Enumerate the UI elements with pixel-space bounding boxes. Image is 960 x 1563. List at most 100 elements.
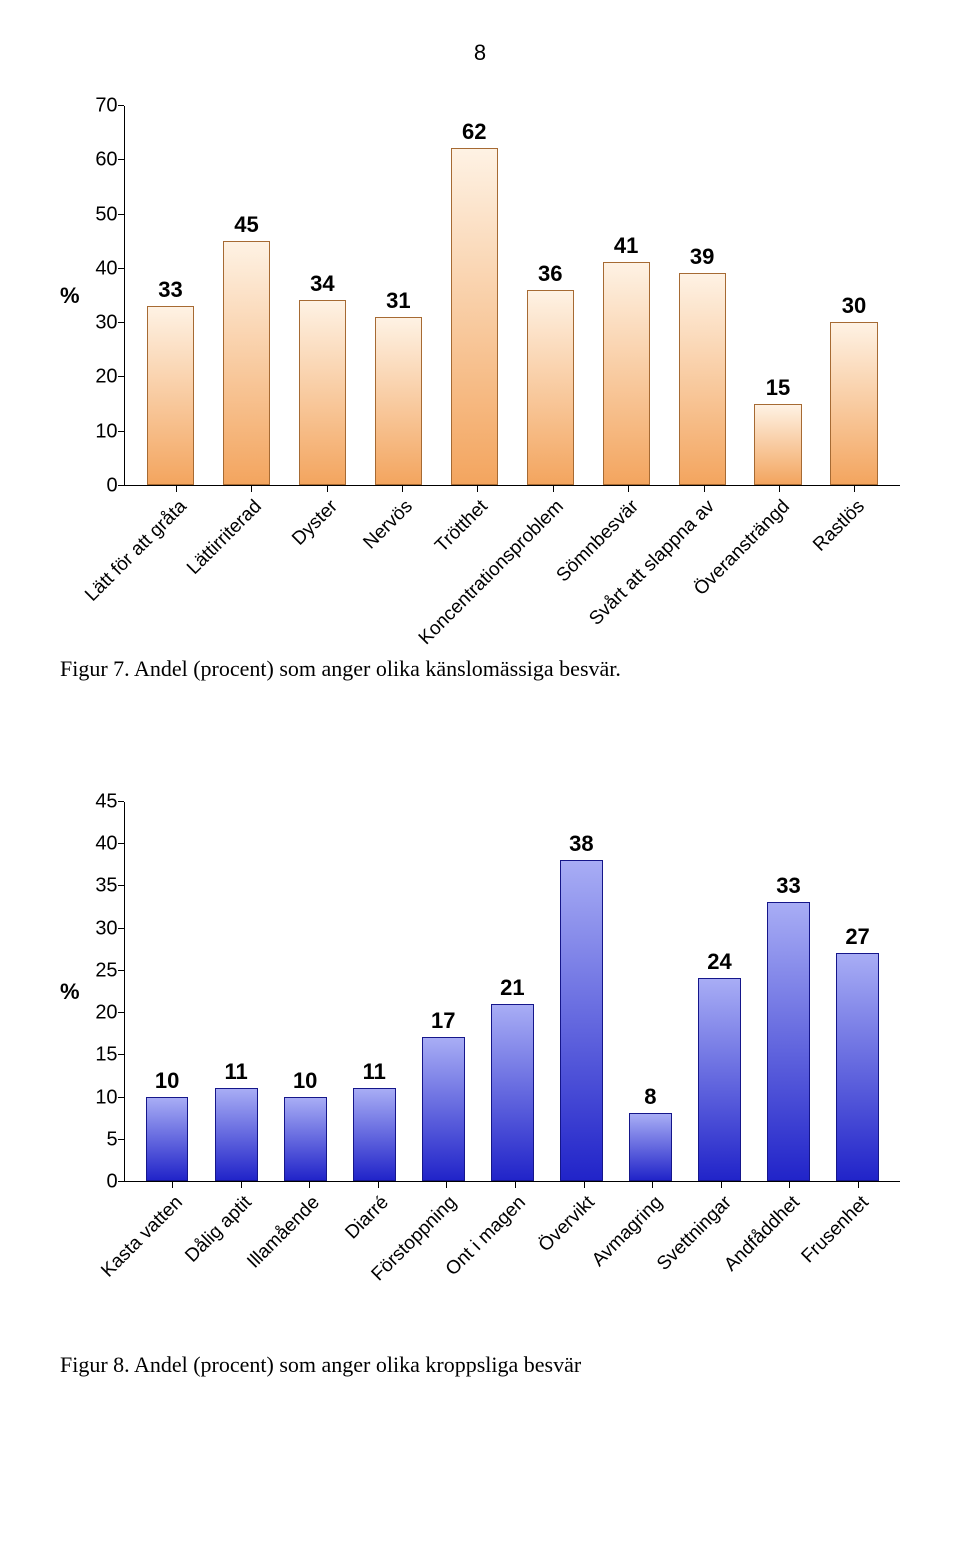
x-tick-mark	[402, 486, 403, 492]
x-tick-mark	[172, 1182, 173, 1188]
x-category-label: Trötthet	[432, 496, 493, 557]
x-category-label: Diarré	[341, 1192, 393, 1244]
bar-value-label: 45	[234, 212, 258, 238]
bar-value-label: 31	[386, 288, 410, 314]
bar	[603, 262, 650, 485]
x-tick-mark	[858, 1182, 859, 1188]
x-label-wrap: Rastlös	[817, 486, 892, 626]
y-tick-label: 30	[95, 917, 117, 940]
bar-wrap: 33	[133, 106, 209, 485]
bar	[299, 300, 346, 485]
bar	[629, 1113, 672, 1181]
x-tick-mark	[515, 1182, 516, 1188]
bar-value-label: 41	[614, 233, 638, 259]
bar	[422, 1037, 465, 1181]
bar	[451, 148, 498, 485]
bar-value-label: 30	[842, 293, 866, 319]
y-tick-label: 30	[95, 312, 117, 335]
bar	[836, 953, 879, 1181]
bar-wrap: 41	[588, 106, 664, 485]
bar-wrap: 45	[209, 106, 285, 485]
x-label-wrap: Frusenhet	[823, 1182, 892, 1322]
bar-wrap: 62	[436, 106, 512, 485]
y-tick-label: 10	[95, 420, 117, 443]
bar-value-label: 38	[569, 831, 593, 857]
bar-value-label: 33	[158, 277, 182, 303]
x-tick-mark	[327, 486, 328, 492]
bar	[767, 902, 810, 1181]
x-tick-mark	[704, 486, 705, 492]
y-tick-label: 0	[106, 475, 117, 498]
bar-value-label: 11	[225, 1059, 248, 1085]
x-tick-mark	[241, 1182, 242, 1188]
x-tick-mark	[779, 486, 780, 492]
y-tick-label: 60	[95, 149, 117, 172]
y-tick-label: 20	[95, 1002, 117, 1025]
bar-wrap: 17	[409, 802, 478, 1181]
chart2-x-labels: Kasta vattenDålig aptitIllamåendeDiarréF…	[130, 1182, 900, 1322]
x-category-label: Nervös	[359, 496, 417, 554]
x-tick-mark	[854, 486, 855, 492]
bar-value-label: 62	[462, 119, 486, 145]
chart2-y-label: %	[60, 802, 84, 1182]
bar	[698, 978, 741, 1181]
x-label-wrap: Illamående	[275, 1182, 344, 1322]
bar-wrap: 11	[202, 802, 271, 1181]
bar-wrap: 33	[754, 802, 823, 1181]
bar-value-label: 11	[363, 1059, 386, 1085]
bar	[679, 273, 726, 485]
bar	[491, 1004, 534, 1181]
bar-value-label: 39	[690, 244, 714, 270]
y-tick-label: 20	[95, 366, 117, 389]
chart1-bars: 33453431623641391530	[125, 106, 900, 485]
y-tick-label: 0	[106, 1171, 117, 1194]
x-tick-mark	[251, 486, 252, 492]
page: 8 % 010203040506070 33453431623641391530…	[0, 0, 960, 1418]
bar-wrap: 36	[512, 106, 588, 485]
chart1-caption: Figur 7. Andel (procent) som anger olika…	[60, 656, 900, 682]
x-category-label: Dyster	[288, 496, 342, 550]
x-tick-mark	[309, 1182, 310, 1188]
chart1-y-label: %	[60, 106, 84, 486]
x-tick-mark	[378, 1182, 379, 1188]
x-tick-mark	[176, 486, 177, 492]
x-category-label: Lätt för att gråta	[81, 496, 191, 606]
chart2-bars: 101110111721388243327	[125, 802, 900, 1181]
bar	[284, 1097, 327, 1181]
bar-wrap: 11	[340, 802, 409, 1181]
bar-value-label: 34	[310, 271, 334, 297]
y-tick-label: 40	[95, 257, 117, 280]
bar	[223, 241, 270, 485]
bar-wrap: 21	[478, 802, 547, 1181]
x-label-wrap: Lättirriterad	[213, 486, 288, 626]
bar	[754, 404, 801, 485]
chart1-area: % 010203040506070 33453431623641391530	[60, 106, 900, 486]
chart2-plot: 101110111721388243327	[124, 802, 900, 1182]
bar-wrap: 38	[547, 802, 616, 1181]
chart-physical: % 051015202530354045 1011101117213882433…	[60, 802, 900, 1322]
bar-value-label: 27	[845, 924, 869, 950]
y-tick-label: 70	[95, 95, 117, 118]
bar-value-label: 10	[293, 1068, 317, 1094]
bar-value-label: 36	[538, 261, 562, 287]
bar-wrap: 10	[271, 802, 340, 1181]
y-tick-label: 45	[95, 791, 117, 814]
bar	[147, 306, 194, 485]
x-tick-mark	[477, 486, 478, 492]
bar-value-label: 24	[707, 949, 731, 975]
y-tick-label: 10	[95, 1086, 117, 1109]
x-label-wrap: Nervös	[364, 486, 439, 626]
chart2-area: % 051015202530354045 1011101117213882433…	[60, 802, 900, 1182]
x-label-wrap: Överansträngd	[741, 486, 816, 626]
bar-wrap: 27	[823, 802, 892, 1181]
bar-wrap: 8	[616, 802, 685, 1181]
x-category-label: Kasta vatten	[98, 1192, 188, 1282]
bar-wrap: 39	[664, 106, 740, 485]
bar-value-label: 8	[644, 1084, 656, 1110]
page-number: 8	[60, 40, 900, 66]
bar	[353, 1088, 396, 1181]
bar	[215, 1088, 258, 1181]
bar	[375, 317, 422, 485]
y-tick-label: 50	[95, 203, 117, 226]
bar	[830, 322, 877, 485]
